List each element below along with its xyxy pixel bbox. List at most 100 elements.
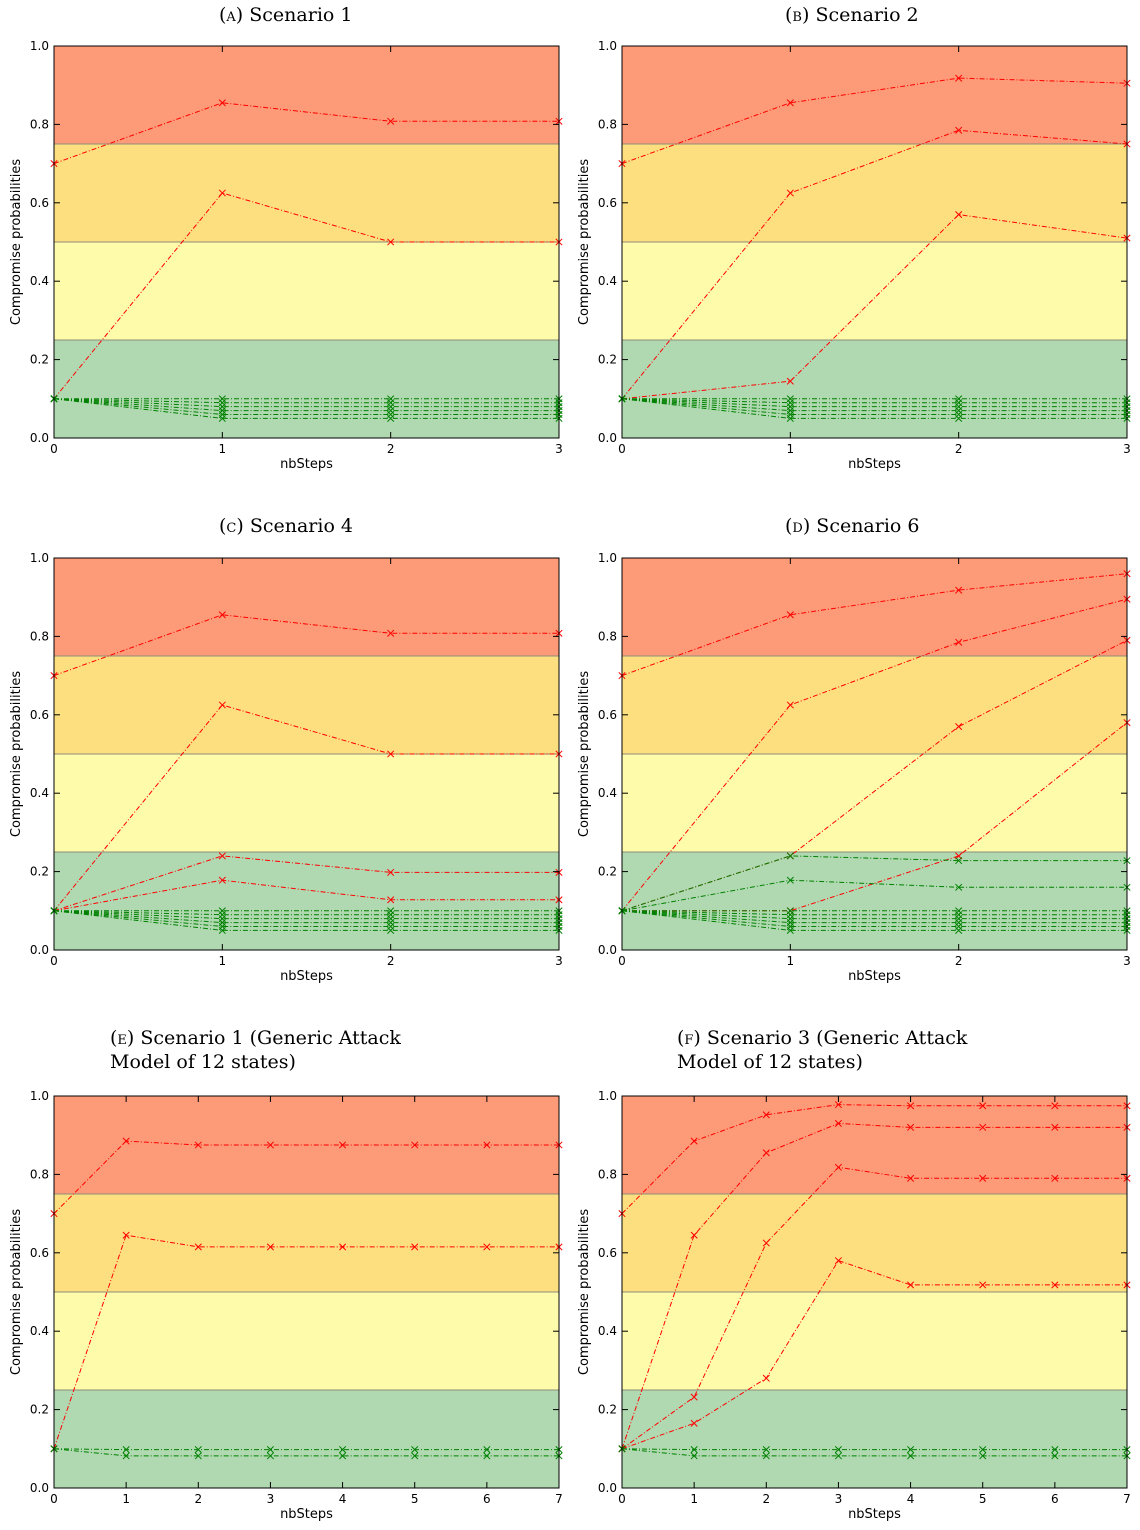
data-point xyxy=(979,1102,987,1110)
y-tick-label: 0.2 xyxy=(30,353,49,367)
point-mark xyxy=(786,701,794,709)
data-point xyxy=(979,1123,987,1131)
point-mark xyxy=(834,1163,842,1171)
data-point xyxy=(690,1419,698,1427)
point-mark xyxy=(955,857,963,865)
chart-a: 0.0 0.2 0.4 0.6 0.8 1.0 0 1 2 3 nbSteps Compromise … xyxy=(9,39,563,472)
y-tick-label: 0.4 xyxy=(30,1324,49,1338)
data-point xyxy=(955,74,963,82)
series-line xyxy=(53,879,559,912)
x-tick-label: 1 xyxy=(122,1492,130,1506)
plot-frame xyxy=(621,45,1128,439)
panel-c-caption: (c) Scenario 4 xyxy=(219,514,353,538)
point-mark xyxy=(690,1393,698,1401)
data-point xyxy=(266,1243,274,1251)
data-point xyxy=(786,876,794,884)
series-line xyxy=(621,1166,1127,1450)
series-line xyxy=(53,614,559,677)
point-mark xyxy=(690,1419,698,1427)
data-point xyxy=(1051,1452,1059,1460)
chart-f: 0.0 0.2 0.4 0.6 0.8 1.0 0 1 2 3 4 5 6 7 nbSteps Comprom… xyxy=(577,1089,1131,1522)
zone-high xyxy=(54,558,559,656)
point-mark xyxy=(907,1446,915,1454)
data-point xyxy=(483,1446,491,1454)
point-mark xyxy=(955,126,963,134)
series-line xyxy=(621,598,1128,912)
chart-d: 0.0 0.2 0.4 0.6 0.8 1.0 0 1 2 3 nbSteps Compromise … xyxy=(577,551,1131,984)
series-line xyxy=(621,879,1127,912)
point-mark xyxy=(218,876,226,884)
point-mark xyxy=(339,1446,347,1454)
data-point xyxy=(339,1452,347,1460)
data-point xyxy=(834,1452,842,1460)
y-tick-label: 0.4 xyxy=(30,786,49,800)
point-mark xyxy=(955,414,963,422)
data-point xyxy=(762,1374,770,1382)
point-mark xyxy=(834,1101,842,1109)
y-tick-label: 0.0 xyxy=(598,1481,617,1495)
zone-safe xyxy=(54,340,559,438)
y-tick-label: 0.6 xyxy=(30,708,49,722)
plot-frame xyxy=(53,1095,560,1489)
plot-frame xyxy=(621,1095,1128,1489)
zone-medium xyxy=(54,656,559,754)
point-mark xyxy=(786,926,794,934)
panel-f-title: Scenario 3 (Generic Attack Model of 12 s… xyxy=(677,1027,968,1073)
data-point xyxy=(387,926,395,934)
zone-medium xyxy=(622,1194,1127,1292)
x-tick-label: 7 xyxy=(1123,1492,1131,1506)
data-point xyxy=(786,701,794,709)
data-point xyxy=(786,99,794,107)
point-mark xyxy=(387,414,395,422)
y-tick-label: 1.0 xyxy=(598,39,617,53)
panel-b-label: (b) xyxy=(785,4,810,26)
panel-b-caption: (b) Scenario 2 xyxy=(785,3,919,27)
panel-e-label: (e) xyxy=(110,1027,135,1049)
y-tick-label: 0.4 xyxy=(598,786,617,800)
point-mark xyxy=(387,117,395,125)
data-point xyxy=(339,1446,347,1454)
x-tick-label: 4 xyxy=(339,1492,347,1506)
data-point xyxy=(387,750,395,758)
y-axis-label: Compromise probabilities xyxy=(9,671,24,837)
series-line xyxy=(621,910,1127,920)
point-mark xyxy=(266,1452,274,1460)
zone-medium xyxy=(54,144,559,242)
y-tick-label: 0.8 xyxy=(30,629,49,643)
series-line xyxy=(621,910,1127,927)
data-point xyxy=(194,1452,202,1460)
data-point xyxy=(979,1174,987,1182)
point-mark xyxy=(907,1174,915,1182)
point-mark xyxy=(834,1452,842,1460)
plot-frame xyxy=(621,557,1128,951)
point-mark xyxy=(834,1446,842,1454)
point-mark xyxy=(194,1243,202,1251)
zone-low xyxy=(54,1292,559,1390)
chart-b: 0.0 0.2 0.4 0.6 0.8 1.0 0 1 2 3 nbSteps Compromise … xyxy=(577,39,1131,472)
y-tick-label: 1.0 xyxy=(30,551,49,565)
data-point xyxy=(483,1243,491,1251)
series-line xyxy=(53,910,559,924)
panel-d-caption: (d) Scenario 6 xyxy=(785,514,920,538)
data-point xyxy=(834,1446,842,1454)
series-line xyxy=(621,1448,1127,1457)
data-point xyxy=(266,1446,274,1454)
data-point xyxy=(690,1137,698,1145)
point-mark xyxy=(1051,1174,1059,1182)
y-tick-label: 0.0 xyxy=(598,943,617,957)
point-mark xyxy=(194,1141,202,1149)
data-point xyxy=(955,723,963,731)
data-point xyxy=(387,896,395,904)
point-mark xyxy=(387,896,395,904)
point-mark xyxy=(786,852,794,860)
data-point xyxy=(834,1163,842,1171)
data-point xyxy=(1051,1123,1059,1131)
point-mark xyxy=(194,1452,202,1460)
series-line xyxy=(621,398,1127,415)
y-tick-label: 0.8 xyxy=(598,117,617,131)
data-point xyxy=(762,1446,770,1454)
data-point xyxy=(955,211,963,219)
point-mark xyxy=(339,1452,347,1460)
point-mark xyxy=(1051,1281,1059,1289)
point-mark xyxy=(955,926,963,934)
